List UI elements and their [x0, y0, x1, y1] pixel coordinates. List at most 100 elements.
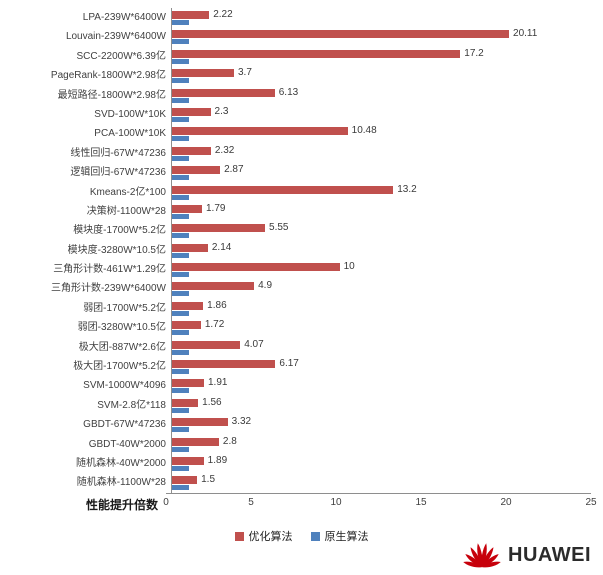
bar-native	[172, 175, 189, 181]
bar-area: 2.14	[171, 240, 591, 261]
chart-row: LPA-239W*6400W 2.22	[6, 8, 591, 28]
value-label: 1.56	[202, 396, 222, 408]
category-label: 决策树-1100W*28	[86, 205, 166, 217]
bar-area: 20.11	[171, 27, 591, 47]
value-label: 2.32	[214, 144, 235, 156]
x-axis: 性能提升倍数 0 5 10 15 20 25	[86, 492, 597, 512]
value-label: 2.87	[224, 164, 244, 176]
bar-native	[172, 388, 189, 394]
chart-row: 随机森林-1100W*28 1.5	[6, 473, 591, 493]
bar-optimized	[172, 476, 198, 485]
bar-native	[172, 78, 189, 84]
bar-native	[172, 213, 189, 219]
bar-area: 17.2	[171, 46, 591, 67]
bar-area: 1.86	[171, 298, 591, 319]
value-label: 10.48	[351, 125, 377, 137]
legend-label-optimized: 优化算法	[248, 531, 293, 543]
bar-area: 10	[171, 260, 591, 280]
x-tick-label: 15	[415, 496, 427, 508]
bar-chart: LPA-239W*6400W 2.22 Louvain-239W*6400W 20.1…	[6, 8, 597, 512]
legend-item-native: 原生算法	[310, 528, 369, 544]
bar-area: 1.89	[171, 453, 591, 474]
bar-optimized	[172, 282, 255, 291]
bar-area: 1.91	[171, 376, 591, 396]
bar-area: 5.55	[171, 221, 591, 241]
category-label: 弱团-3280W*10.5亿	[77, 322, 166, 334]
value-label: 4.9	[258, 280, 273, 292]
bar-area: 3.32	[171, 415, 591, 435]
category-label: LPA-239W*6400W	[82, 12, 166, 23]
category-label: PageRank-1800W*2.98亿	[50, 70, 166, 82]
category-label: SCC-2200W*6.39亿	[76, 50, 166, 62]
bar-native	[172, 97, 189, 103]
bar-optimized	[172, 30, 510, 39]
bar-native	[172, 58, 189, 64]
value-label: 2.14	[211, 241, 232, 253]
chart-row: 弱团-1700W*5.2亿 1.86	[6, 298, 591, 319]
chart-row: GBDT-67W*47236 3.32	[6, 415, 591, 435]
value-label: 20.11	[513, 28, 538, 40]
category-label: 极大团-1700W*5.2亿	[73, 361, 166, 373]
category-label: 模块度-1700W*5.2亿	[73, 225, 166, 237]
bar-native	[172, 330, 189, 336]
bar-native	[172, 155, 189, 161]
chart-row: 三角形计数-239W*6400W 4.9	[6, 279, 591, 299]
bar-native	[172, 465, 189, 471]
chart-row: SVM-2.8亿*118 1.56	[6, 395, 591, 416]
bar-area: 6.17	[171, 357, 591, 377]
category-label: GBDT-40W*2000	[88, 438, 166, 450]
chart-row: Louvain-239W*6400W 20.11	[6, 27, 591, 47]
value-label: 2.22	[213, 9, 233, 20]
value-label: 1.89	[207, 454, 228, 466]
bar-optimized	[172, 379, 204, 388]
bar-native	[172, 446, 189, 452]
huawei-logo-icon	[463, 543, 501, 568]
value-label: 4.07	[244, 338, 264, 350]
bar-optimized	[172, 224, 266, 233]
bar-optimized	[172, 398, 199, 407]
x-tick-label: 20	[500, 496, 512, 508]
value-label: 5.55	[269, 222, 289, 234]
category-label: 模块度-3280W*10.5亿	[67, 244, 166, 256]
bar-native	[172, 407, 189, 413]
value-label: 3.7	[238, 67, 252, 79]
bar-native	[172, 291, 189, 297]
bar-optimized	[172, 88, 275, 97]
bar-optimized	[172, 243, 208, 252]
value-label: 3.32	[231, 416, 252, 428]
bar-optimized	[172, 360, 276, 369]
category-label: 随机森林-40W*2000	[75, 457, 166, 469]
value-label: 1.72	[204, 319, 225, 331]
bar-native	[172, 310, 189, 316]
category-label: 线性回归-67W*47236	[70, 147, 166, 159]
chart-row: 随机森林-40W*2000 1.89	[6, 453, 591, 474]
bar-optimized	[172, 127, 348, 136]
bar-optimized	[172, 263, 340, 272]
bar-area: 13.2	[171, 182, 591, 202]
category-label: PCA-100W*10K	[94, 128, 166, 140]
value-label: 13.2	[397, 183, 417, 195]
bar-area: 3.7	[171, 66, 591, 86]
bar-optimized	[172, 166, 221, 175]
category-label: 三角形计数-239W*6400W	[50, 283, 166, 295]
huawei-logo-text: HUAWEI	[508, 544, 591, 566]
chart-row: 极大团-887W*2.6亿 4.07	[6, 337, 591, 358]
bar-optimized	[172, 437, 219, 446]
category-label: SVM-1000W*4096	[83, 380, 166, 392]
bar-native	[172, 272, 189, 278]
bar-area: 2.8	[171, 434, 591, 454]
huawei-brand: HUAWEI	[463, 540, 591, 570]
value-label: 2.3	[214, 105, 229, 117]
bar-area: 2.87	[171, 163, 591, 183]
value-label: 6.13	[278, 86, 299, 98]
bar-area: 2.3	[171, 104, 591, 125]
bar-optimized	[172, 204, 202, 213]
bar-area: 1.56	[171, 395, 591, 416]
bar-area: 1.72	[171, 318, 591, 338]
chart-legend: 优化算法 原生算法	[0, 528, 603, 544]
bar-optimized	[172, 69, 234, 78]
chart-row: PCA-100W*10K 10.48	[6, 124, 591, 144]
bar-native	[172, 369, 189, 375]
chart-row: GBDT-40W*2000 2.8	[6, 434, 591, 454]
category-label: SVD-100W*10K	[94, 108, 166, 120]
